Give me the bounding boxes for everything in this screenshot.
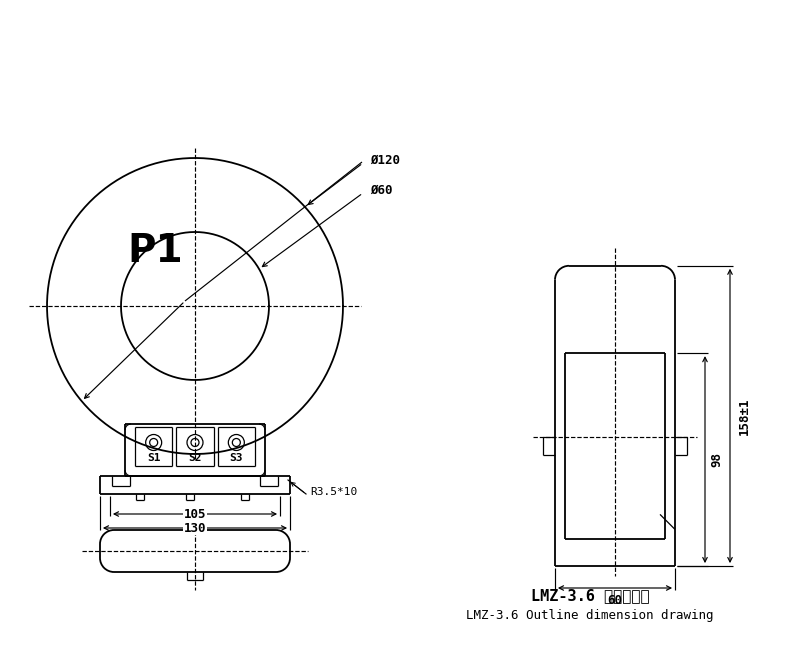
Text: 158±1: 158±1 <box>737 397 750 435</box>
Text: 60: 60 <box>607 593 622 607</box>
Text: 105: 105 <box>184 507 206 521</box>
Text: 98: 98 <box>710 452 724 467</box>
Text: P1: P1 <box>127 232 183 270</box>
Text: Ø120: Ø120 <box>370 153 400 166</box>
Text: 130: 130 <box>184 521 206 535</box>
Text: R3.5*10: R3.5*10 <box>310 487 357 497</box>
Text: S1: S1 <box>147 453 161 463</box>
Text: LMZ-3.6 外形尺寸图: LMZ-3.6 外形尺寸图 <box>531 589 650 603</box>
Text: S3: S3 <box>229 453 243 463</box>
Text: S2: S2 <box>189 453 202 463</box>
Text: Ø60: Ø60 <box>370 184 392 196</box>
Text: LMZ-3.6 Outline dimension drawing: LMZ-3.6 Outline dimension drawing <box>467 609 714 623</box>
